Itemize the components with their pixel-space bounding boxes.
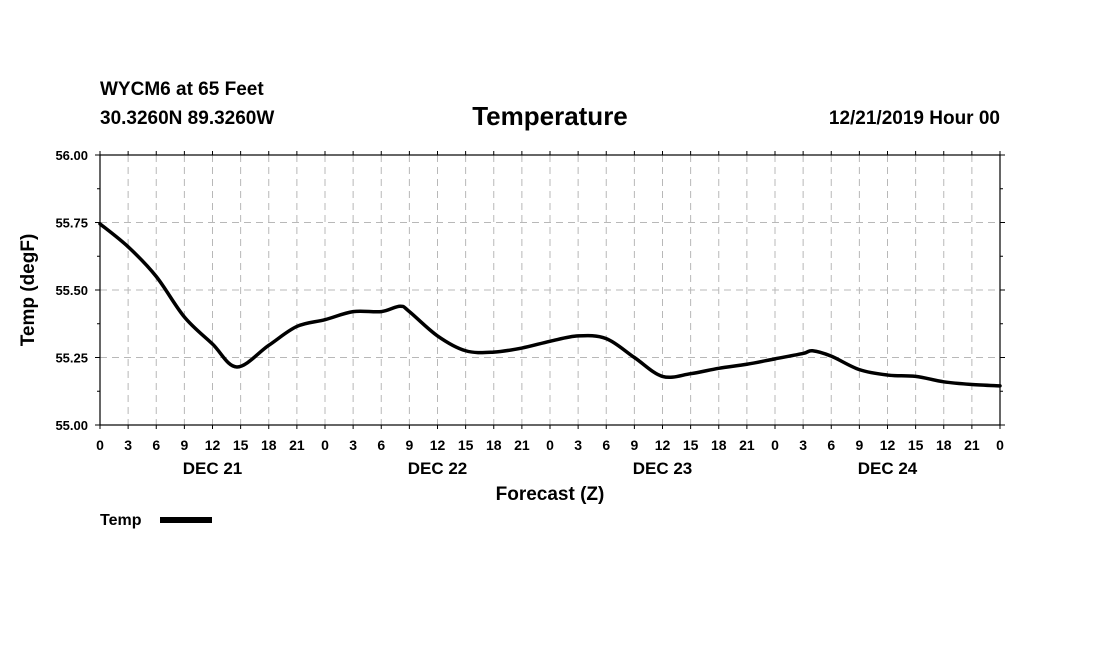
x-tick-label: 12 [205, 437, 221, 453]
series-line-temp [98, 222, 1002, 388]
x-tick-label: 12 [880, 437, 896, 453]
x-tick-label: 3 [799, 437, 807, 453]
x-tick-label: 0 [321, 437, 329, 453]
x-tick-label: 15 [908, 437, 924, 453]
x-tick-label: 15 [233, 437, 249, 453]
chart-title: Temperature [472, 101, 628, 131]
x-tick-label: 18 [486, 437, 502, 453]
day-label: DEC 24 [858, 459, 918, 478]
x-tick-label: 15 [683, 437, 699, 453]
x-tick-label: 21 [289, 437, 305, 453]
x-tick-label: 18 [711, 437, 727, 453]
y-tick-label: 55.25 [55, 351, 88, 366]
y-tick-label: 55.50 [55, 283, 88, 298]
x-tick-label: 9 [855, 437, 863, 453]
y-tick-label: 55.00 [55, 418, 88, 433]
x-axis-label: Forecast (Z) [496, 484, 605, 505]
y-tick-label: 56.00 [55, 148, 88, 163]
x-tick-label: 9 [630, 437, 638, 453]
day-label: DEC 22 [408, 459, 468, 478]
x-tick-labels: 0 3 6 9 12 15 18 21 0 3 6 9 12 15 18 21 0 3 6 9 12 15 18 21 0 3 6 9… [96, 437, 1004, 453]
x-tick-label: 21 [739, 437, 755, 453]
forecast-datetime: 12/21/2019 Hour 00 [829, 108, 1000, 129]
x-tick-label: 0 [96, 437, 104, 453]
x-tick-label: 6 [377, 437, 385, 453]
day-label: DEC 23 [633, 459, 693, 478]
x-tick-label: 3 [124, 437, 132, 453]
y-tick-labels: 55.00 55.25 55.50 55.75 56.00 [55, 148, 88, 433]
x-tick-label: 12 [430, 437, 446, 453]
x-tick-label: 15 [458, 437, 474, 453]
x-tick-label: 21 [964, 437, 980, 453]
legend: Temp [100, 512, 212, 529]
series-layer [98, 222, 1002, 388]
x-tick-label: 18 [936, 437, 952, 453]
x-tick-label: 0 [996, 437, 1004, 453]
x-tick-label: 3 [574, 437, 582, 453]
x-tick-label: 0 [546, 437, 554, 453]
coordinates-label: 30.3260N 89.3260W [100, 108, 274, 129]
x-tick-label: 21 [514, 437, 530, 453]
x-tick-label: 0 [771, 437, 779, 453]
x-tick-label: 3 [349, 437, 357, 453]
day-label: DEC 21 [183, 459, 243, 478]
x-tick-label: 6 [152, 437, 160, 453]
day-labels: DEC 21 DEC 22 DEC 23 DEC 24 [183, 459, 918, 478]
x-tick-label: 9 [180, 437, 188, 453]
x-tick-label: 9 [405, 437, 413, 453]
x-tick-label: 18 [261, 437, 277, 453]
y-axis-label: Temp (degF) [18, 234, 39, 347]
x-tick-label: 6 [827, 437, 835, 453]
axis-ticks [95, 151, 1005, 429]
station-label: WYCM6 at 65 Feet [100, 79, 264, 100]
x-tick-label: 6 [602, 437, 610, 453]
legend-label: Temp [100, 512, 142, 529]
grid-lines [100, 155, 1000, 425]
y-tick-label: 55.75 [55, 216, 88, 231]
x-tick-label: 12 [655, 437, 671, 453]
